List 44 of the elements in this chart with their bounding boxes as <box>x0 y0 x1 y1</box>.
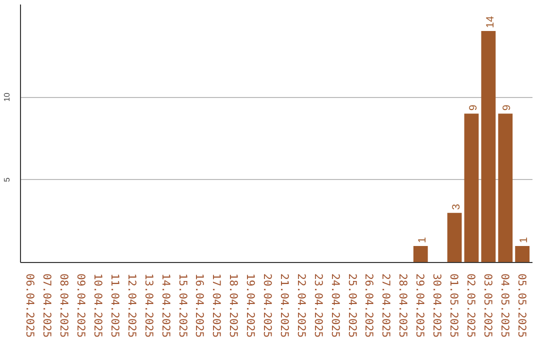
bar <box>515 246 530 262</box>
x-tick-label: 27.04.2025 <box>380 274 393 338</box>
x-tick-label: 16.04.2025 <box>193 274 206 338</box>
x-tick-label: 11.04.2025 <box>108 274 122 338</box>
x-tick-label: 01.05.2025 <box>448 274 461 338</box>
x-tick-label: 22.04.2025 <box>294 274 308 338</box>
x-tick-label: 13.04.2025 <box>142 274 156 338</box>
x-tick-label: 25.04.2025 <box>346 274 359 338</box>
x-tick-label: 28.04.2025 <box>396 274 410 338</box>
x-tick-label: 15.04.2025 <box>176 274 190 338</box>
data-label: 9 <box>501 104 514 111</box>
x-tick-label: 14.04.2025 <box>159 274 172 338</box>
x-tick-label: 17.04.2025 <box>210 274 224 338</box>
bar <box>447 212 462 262</box>
data-label: 1 <box>518 236 530 243</box>
bar <box>498 114 513 262</box>
x-tick-label: 19.04.2025 <box>244 274 258 338</box>
x-tick-label: 07.04.2025 <box>40 274 54 338</box>
y-tick-label: 5 <box>2 177 12 182</box>
x-tick-label: 21.04.2025 <box>278 274 291 338</box>
x-tick-label: 09.04.2025 <box>74 274 88 338</box>
x-tick-label: 30.04.2025 <box>430 274 444 338</box>
data-label: 1 <box>416 236 428 243</box>
x-tick-label: 29.04.2025 <box>414 274 427 338</box>
x-tick-label: 18.04.2025 <box>227 274 240 338</box>
data-label: 14 <box>484 16 496 28</box>
x-tick-label: 24.04.2025 <box>328 274 342 338</box>
x-tick-label: 10.04.2025 <box>91 274 104 338</box>
x-tick-label: 06.04.2025 <box>24 274 37 338</box>
data-label: 3 <box>450 204 462 210</box>
x-tick-label: 23.04.2025 <box>312 274 325 338</box>
bar <box>464 114 479 262</box>
data-label: 9 <box>467 104 480 111</box>
bar <box>481 30 496 262</box>
x-tick-label: 12.04.2025 <box>125 274 138 338</box>
y-tick-label: 10 <box>2 92 12 102</box>
x-tick-label: 08.04.2025 <box>58 274 71 338</box>
x-tick-label: 02.05.2025 <box>464 274 478 338</box>
bar <box>413 246 428 262</box>
x-tick-label: 05.05.2025 <box>515 274 528 338</box>
x-tick-label: 20.04.2025 <box>261 274 274 338</box>
x-tick-label: 26.04.2025 <box>362 274 376 338</box>
x-tick-label: 03.05.2025 <box>481 274 494 338</box>
x-tick-label: 04.05.2025 <box>498 274 512 338</box>
